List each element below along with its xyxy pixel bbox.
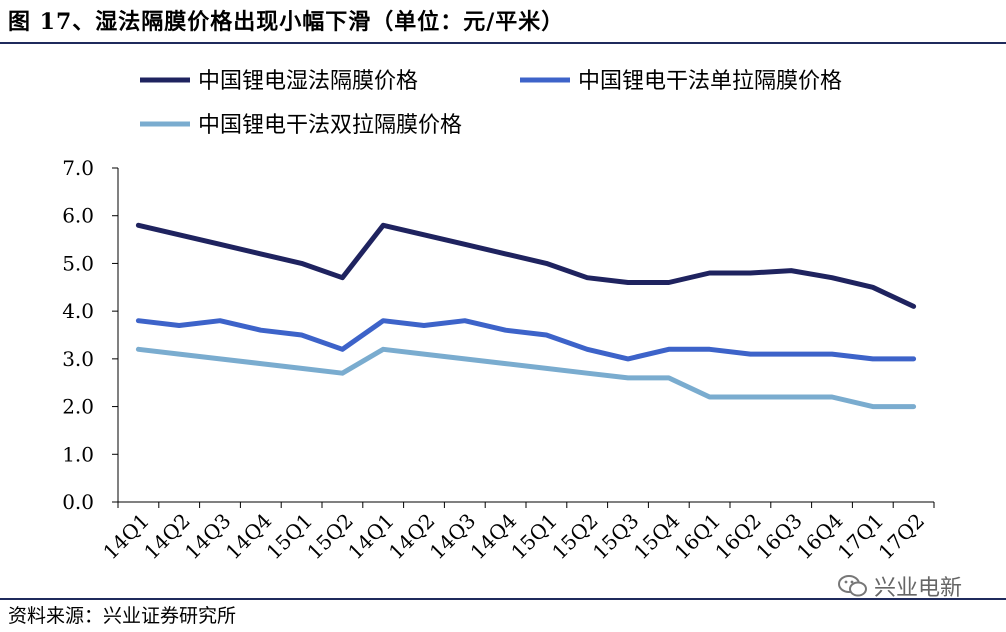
- x-tick-label: 14Q1: [343, 509, 399, 565]
- x-tick-label: 17Q1: [833, 509, 889, 565]
- x-tick-label: 16Q1: [670, 509, 726, 565]
- x-tick-label: 14Q1: [98, 509, 154, 565]
- x-tick-label: 15Q2: [302, 509, 358, 565]
- x-tick-label: 16Q2: [710, 509, 766, 565]
- source-note: 资料来源：兴业证券研究所: [8, 605, 237, 627]
- y-tick-label: 7.0: [62, 156, 94, 180]
- x-tick-label: 15Q1: [506, 509, 562, 565]
- y-axis: 0.0 1.0 2.0 3.0 4.0 5.0 6.0 7.0: [62, 156, 119, 514]
- footer-divider: [0, 598, 1006, 600]
- x-axis: 14Q114Q214Q314Q415Q115Q214Q114Q214Q314Q4…: [98, 501, 935, 565]
- y-tick-label: 5.0: [62, 251, 94, 275]
- y-tick-label: 2.0: [62, 395, 94, 419]
- legend-label-2: 中国锂电干法单拉隔膜价格: [578, 69, 842, 94]
- x-tick-label: 15Q1: [262, 509, 318, 565]
- y-tick-label: 6.0: [62, 204, 94, 228]
- title-divider: [0, 42, 1006, 44]
- x-tick-label: 15Q4: [629, 509, 685, 565]
- watermark-text: 兴业电新: [874, 576, 963, 601]
- x-tick-label: 17Q2: [874, 509, 930, 565]
- wechat-icon: [838, 575, 867, 597]
- x-tick-label: 16Q4: [792, 509, 848, 565]
- x-tick-label: 15Q3: [588, 509, 644, 565]
- series-line-3: [135, 346, 917, 410]
- legend-label-1: 中国锂电湿法隔膜价格: [198, 69, 418, 94]
- series-lines: [135, 222, 917, 410]
- x-tick-label: 14Q3: [425, 509, 481, 565]
- y-tick-label: 4.0: [62, 299, 94, 323]
- chart-title: 图 17、湿法隔膜价格出现小幅下滑（单位：元/平米）: [8, 9, 565, 35]
- y-tick-label: 1.0: [62, 442, 94, 466]
- x-tick-label: 14Q4: [466, 509, 522, 565]
- watermark: 兴业电新: [838, 570, 962, 602]
- y-tick-label: 3.0: [62, 347, 94, 371]
- x-tick-label: 15Q2: [547, 509, 603, 565]
- series-line-1: [135, 222, 917, 309]
- x-tick-label: 14Q2: [384, 509, 440, 565]
- legend-label-3: 中国锂电干法双拉隔膜价格: [198, 113, 462, 138]
- series-line-2: [135, 318, 917, 362]
- y-tick-label: 0.0: [62, 490, 94, 514]
- x-tick-label: 14Q2: [139, 509, 195, 565]
- x-tick-label: 14Q3: [180, 509, 236, 565]
- x-tick-label: 16Q3: [751, 509, 807, 565]
- x-tick-label: 14Q4: [221, 509, 277, 565]
